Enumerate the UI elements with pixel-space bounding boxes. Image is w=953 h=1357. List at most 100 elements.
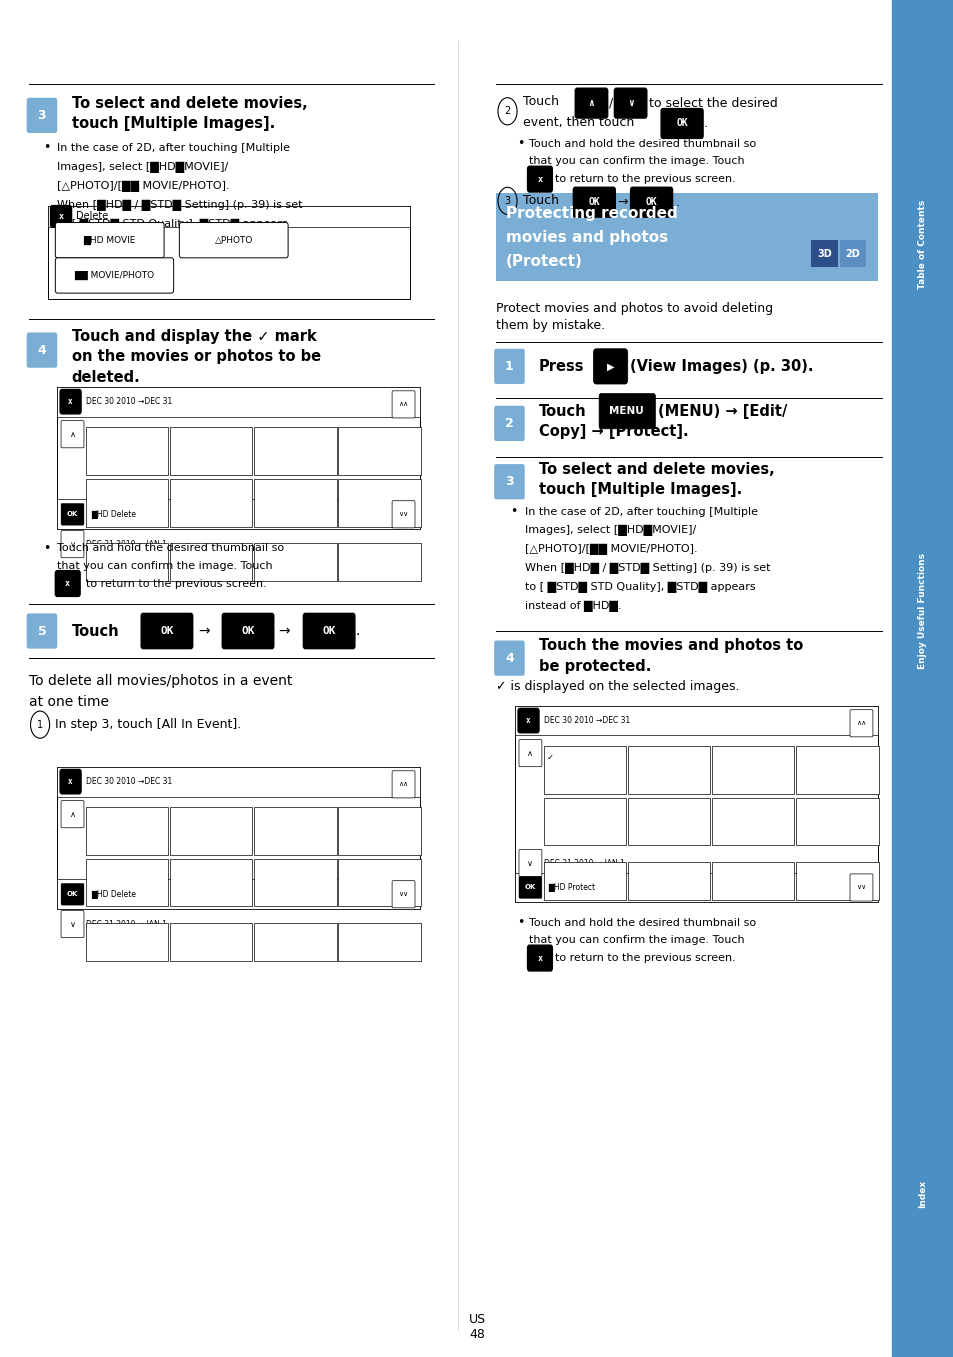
Bar (711, 746, 794, 794)
Text: 5: 5 (37, 624, 47, 638)
Text: 1: 1 (37, 719, 43, 730)
FancyBboxPatch shape (593, 349, 627, 384)
Bar (543, 746, 625, 794)
Bar (170, 923, 252, 961)
FancyBboxPatch shape (179, 223, 288, 258)
Text: DEC 31 2010 → JAN 1: DEC 31 2010 → JAN 1 (86, 920, 167, 928)
FancyBboxPatch shape (614, 88, 646, 118)
FancyBboxPatch shape (55, 223, 164, 258)
Bar (338, 859, 420, 906)
Text: In the case of 2D, after touching [Multiple: In the case of 2D, after touching [Multi… (524, 506, 757, 517)
Text: .: . (675, 195, 679, 209)
Text: [△PHOTO]/[██ MOVIE/PHOTO].: [△PHOTO]/[██ MOVIE/PHOTO]. (57, 180, 230, 191)
Bar (48, 206, 410, 227)
Text: 3D: 3D (816, 248, 831, 259)
Bar (170, 543, 252, 581)
Text: x: x (65, 579, 71, 588)
Text: In the case of 2D, after touching [Multiple: In the case of 2D, after touching [Multi… (57, 142, 290, 153)
Text: .: . (703, 117, 707, 130)
FancyBboxPatch shape (392, 881, 415, 908)
Text: •: • (510, 505, 517, 518)
Text: at one time: at one time (29, 695, 109, 708)
Text: ∧∧: ∧∧ (856, 721, 865, 726)
Bar (338, 479, 420, 527)
Text: •: • (517, 137, 524, 151)
Text: ∧: ∧ (70, 810, 75, 818)
Text: In step 3, touch [All In Event].: In step 3, touch [All In Event]. (55, 718, 241, 731)
Text: instead of █HD█.: instead of █HD█. (524, 601, 620, 612)
Text: OK: OK (588, 197, 599, 208)
FancyBboxPatch shape (630, 187, 672, 217)
Text: movies and photos: movies and photos (505, 229, 667, 246)
Text: 4: 4 (504, 651, 514, 665)
Text: Index: Index (918, 1181, 926, 1208)
FancyBboxPatch shape (27, 332, 57, 368)
Text: █HD MOVIE: █HD MOVIE (84, 236, 135, 244)
FancyBboxPatch shape (61, 801, 84, 828)
Text: When [█HD█ / █STD█ Setting] (p. 39) is set: When [█HD█ / █STD█ Setting] (p. 39) is s… (57, 199, 302, 210)
Text: →: → (198, 624, 210, 638)
Bar (253, 923, 336, 961)
Text: /: / (608, 96, 612, 110)
Text: Press: Press (538, 358, 584, 375)
Text: Images], select [█HD█MOVIE]/: Images], select [█HD█MOVIE]/ (524, 525, 696, 536)
Text: deleted.: deleted. (71, 369, 140, 385)
FancyBboxPatch shape (60, 769, 81, 794)
Text: x: x (537, 175, 542, 183)
Text: to select the desired: to select the desired (648, 96, 777, 110)
Text: ∧: ∧ (70, 430, 75, 438)
FancyBboxPatch shape (660, 109, 702, 138)
Text: ∧: ∧ (588, 98, 594, 109)
Text: x: x (537, 954, 542, 962)
FancyBboxPatch shape (494, 406, 524, 441)
Text: Copy] → [Protect].: Copy] → [Protect]. (538, 423, 688, 440)
Bar (627, 862, 709, 900)
FancyBboxPatch shape (61, 911, 84, 938)
Text: Enjoy Useful Functions: Enjoy Useful Functions (918, 552, 926, 669)
Text: →: → (617, 195, 627, 209)
Text: DEC 31 2010 → JAN 1: DEC 31 2010 → JAN 1 (543, 859, 624, 867)
Text: ∨∨: ∨∨ (856, 885, 865, 890)
FancyBboxPatch shape (849, 874, 872, 901)
Bar (839, 240, 865, 267)
Text: To select and delete movies,: To select and delete movies, (71, 95, 307, 111)
Text: event, then touch: event, then touch (522, 115, 634, 129)
FancyBboxPatch shape (55, 258, 173, 293)
Bar (810, 240, 837, 267)
Text: Images], select [█HD█MOVIE]/: Images], select [█HD█MOVIE]/ (57, 161, 229, 172)
Text: (MENU) → [Edit/: (MENU) → [Edit/ (658, 403, 787, 419)
Text: OK: OK (67, 512, 78, 517)
Text: (Protect): (Protect) (505, 254, 582, 270)
Text: █HD Delete: █HD Delete (91, 510, 135, 518)
Bar (86, 479, 168, 527)
Text: (View Images) (p. 30).: (View Images) (p. 30). (629, 358, 812, 375)
Bar (627, 798, 709, 845)
Text: ██ MOVIE/PHOTO: ██ MOVIE/PHOTO (74, 271, 154, 280)
Text: 3: 3 (37, 109, 47, 122)
Text: instead of █HD█.: instead of █HD█. (57, 237, 153, 248)
Text: Protecting recorded: Protecting recorded (505, 205, 677, 221)
Bar (796, 862, 878, 900)
Text: 1: 1 (504, 360, 514, 373)
Text: 2D: 2D (844, 248, 860, 259)
Bar (496, 193, 877, 281)
Bar (543, 862, 625, 900)
Text: Touch and hold the desired thumbnail so: Touch and hold the desired thumbnail so (529, 917, 756, 928)
Bar (86, 923, 168, 961)
Bar (796, 798, 878, 845)
Text: █HD Protect: █HD Protect (548, 883, 595, 892)
Text: ▶: ▶ (606, 361, 614, 372)
Text: Touch: Touch (538, 403, 586, 419)
Bar (86, 427, 168, 475)
Bar (86, 543, 168, 581)
Bar (338, 427, 420, 475)
FancyBboxPatch shape (61, 883, 84, 905)
Text: be protected.: be protected. (538, 658, 651, 674)
FancyBboxPatch shape (303, 613, 355, 649)
Text: OK: OK (322, 626, 335, 636)
Text: OK: OK (67, 892, 78, 897)
Text: Delete: Delete (76, 212, 109, 221)
Text: OK: OK (160, 626, 173, 636)
FancyBboxPatch shape (518, 877, 541, 898)
Text: OK: OK (676, 118, 687, 129)
